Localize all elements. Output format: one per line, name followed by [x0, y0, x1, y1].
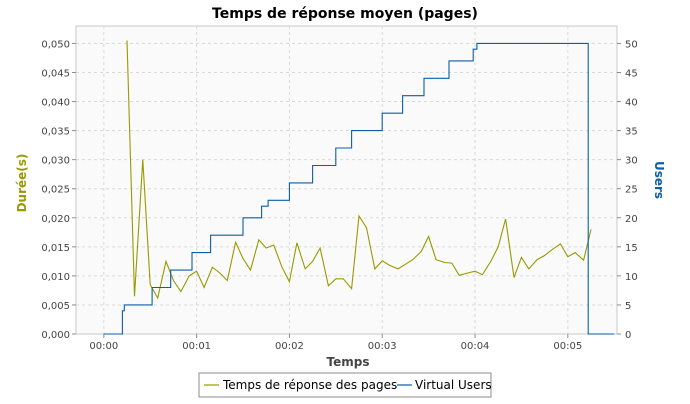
y-right-tick-label: 40: [625, 98, 638, 109]
y-right-tick-label: 5: [625, 301, 631, 312]
y-right-tick-label: 0: [625, 330, 631, 341]
series-layer: [103, 40, 615, 335]
chart-title: Temps de réponse moyen (pages): [212, 6, 478, 22]
y-left-tick-label: 0,025: [41, 185, 70, 196]
y-right-tick-label: 15: [625, 243, 638, 254]
y-left-tick-label: 0,020: [41, 214, 70, 225]
legend: Temps de réponse des pages Virtual Users: [198, 372, 492, 398]
x-tick-label: 00:04: [461, 341, 490, 352]
series-line-virtual-users: [103, 42, 615, 335]
y-right-tick-label: 10: [625, 272, 638, 283]
y-axis-right-label: Users: [652, 161, 666, 199]
y-left-tick-label: 0,005: [41, 301, 70, 312]
y-left-tick-label: 0,045: [41, 68, 70, 79]
axes: 0,000 0,005 0,010 0,015 0,020 0,025 0,030 0,035…: [41, 39, 637, 352]
y-left-tick-label: 0,010: [41, 272, 70, 283]
x-tick-label: 00:00: [89, 341, 118, 352]
y-left-tick-label: 0,040: [41, 98, 70, 109]
legend-box: [198, 372, 492, 398]
y-left-tick-label: 0,030: [41, 156, 70, 167]
x-tick-label: 00:05: [553, 341, 582, 352]
y-left-tick-label: 0,000: [41, 330, 70, 341]
y-left-tick-label: 0,035: [41, 127, 70, 138]
y-left-tick-label: 0,050: [41, 39, 70, 50]
x-axis-label: Temps: [327, 355, 370, 369]
series-line-response-time: [126, 40, 592, 300]
grid-lines: [76, 26, 617, 334]
x-tick-label: 00:01: [182, 341, 211, 352]
y-right-tick-label: 45: [625, 68, 638, 79]
y-right-tick-label: 30: [625, 156, 638, 167]
x-tick-label: 00:03: [368, 341, 397, 352]
y-left-tick-label: 0,015: [41, 243, 70, 254]
y-right-tick-label: 35: [625, 127, 638, 138]
y-right-tick-label: 25: [625, 185, 638, 196]
y-right-tick-label: 50: [625, 39, 638, 50]
x-tick-label: 00:02: [275, 341, 304, 352]
y-axis-left-label: Durée(s): [15, 154, 29, 213]
legend-label-response-time: Temps de réponse des pages: [222, 378, 397, 392]
legend-label-virtual-users: Virtual Users: [415, 378, 492, 392]
y-right-tick-label: 20: [625, 214, 638, 225]
